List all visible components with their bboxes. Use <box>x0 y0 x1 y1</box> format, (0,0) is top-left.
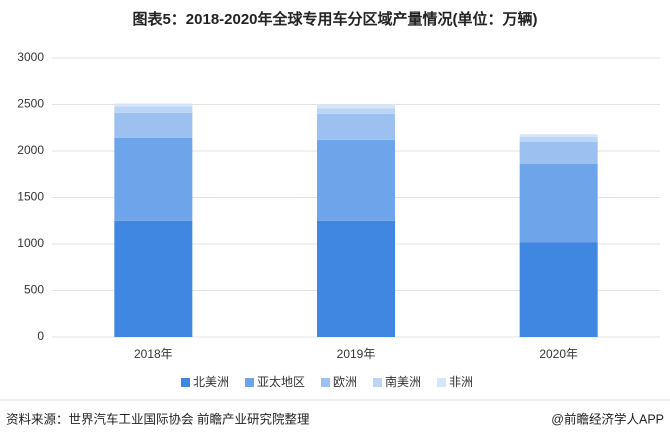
y-tick-label: 1000 <box>17 236 44 250</box>
y-tick-label: 3000 <box>17 50 44 64</box>
bar-segment <box>114 106 193 113</box>
x-tick-label: 2020年 <box>539 347 578 361</box>
legend-label: 非洲 <box>449 375 473 389</box>
bar-segment <box>317 108 395 114</box>
legend-swatch <box>321 378 330 387</box>
bar-segment <box>317 220 395 337</box>
bar-segment <box>317 139 395 221</box>
bar-segment <box>114 112 193 138</box>
bar-segment <box>519 134 598 138</box>
bar-segment <box>519 164 598 243</box>
legend-swatch <box>437 378 446 387</box>
x-tick-label: 2018年 <box>134 347 173 361</box>
legend-label: 南美洲 <box>385 374 421 389</box>
y-tick-label: 2500 <box>17 97 44 111</box>
bar-segment <box>114 103 193 107</box>
legend-swatch <box>373 378 382 387</box>
y-tick-label: 0 <box>37 329 44 343</box>
source: 资料来源：世界汽车工业国际协会 前瞻产业研究院整理 <box>6 411 310 426</box>
legend-label: 亚太地区 <box>257 374 305 389</box>
bar-segment <box>519 137 598 142</box>
bar-segment <box>519 141 598 165</box>
chart-title: 图表5：2018-2020年全球专用车分区域产量情况(单位：万辆) <box>132 10 537 28</box>
legend-label: 北美洲 <box>193 375 229 389</box>
bar-segment <box>317 113 395 140</box>
credit: @前瞻经济学人APP <box>551 411 664 426</box>
legend-label: 欧洲 <box>333 375 357 389</box>
y-tick-label: 500 <box>24 283 44 297</box>
bar-segment <box>317 104 395 109</box>
y-tick-label: 1500 <box>17 190 44 204</box>
x-tick-label: 2019年 <box>337 347 376 361</box>
legend-swatch <box>181 378 190 387</box>
y-tick-label: 2000 <box>17 143 44 157</box>
bar-segment <box>114 220 193 337</box>
bar-segment <box>519 242 598 337</box>
legend-swatch <box>245 378 254 387</box>
bar-segment <box>114 137 193 221</box>
